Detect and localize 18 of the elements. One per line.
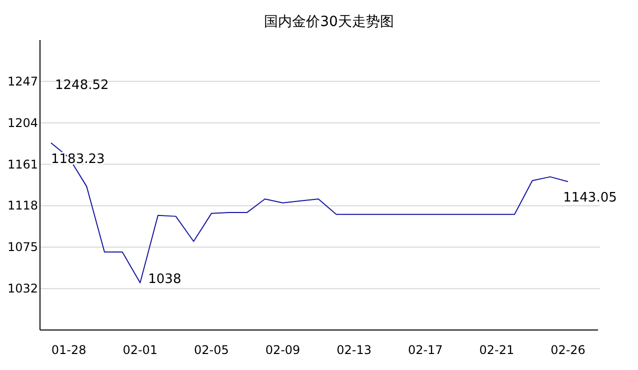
y-tick-label: 1204 bbox=[7, 116, 38, 130]
x-tick-label: 02-09 bbox=[265, 343, 300, 357]
y-tick-label: 1075 bbox=[7, 240, 38, 254]
y-tick-label: 1247 bbox=[7, 74, 38, 88]
data-label: 1038 bbox=[148, 272, 182, 287]
chart-title: 国内金价30天走势图 bbox=[264, 14, 394, 30]
x-tick-label: 02-13 bbox=[336, 343, 372, 357]
annotation: 1248.52 bbox=[55, 78, 109, 93]
y-tick-label: 1161 bbox=[7, 157, 38, 172]
x-tick-label: 02-26 bbox=[550, 343, 586, 357]
x-tick-label: 01-28 bbox=[51, 343, 86, 357]
y-tick-label: 1032 bbox=[7, 282, 38, 296]
x-tick-label: 02-05 bbox=[194, 343, 229, 357]
x-tick-label: 02-21 bbox=[479, 343, 514, 357]
x-tick-label: 02-17 bbox=[408, 343, 443, 357]
data-label: 1143.05 bbox=[563, 190, 617, 206]
x-tick-label: 02-01 bbox=[122, 343, 158, 357]
y-tick-label: 1118 bbox=[7, 198, 38, 213]
